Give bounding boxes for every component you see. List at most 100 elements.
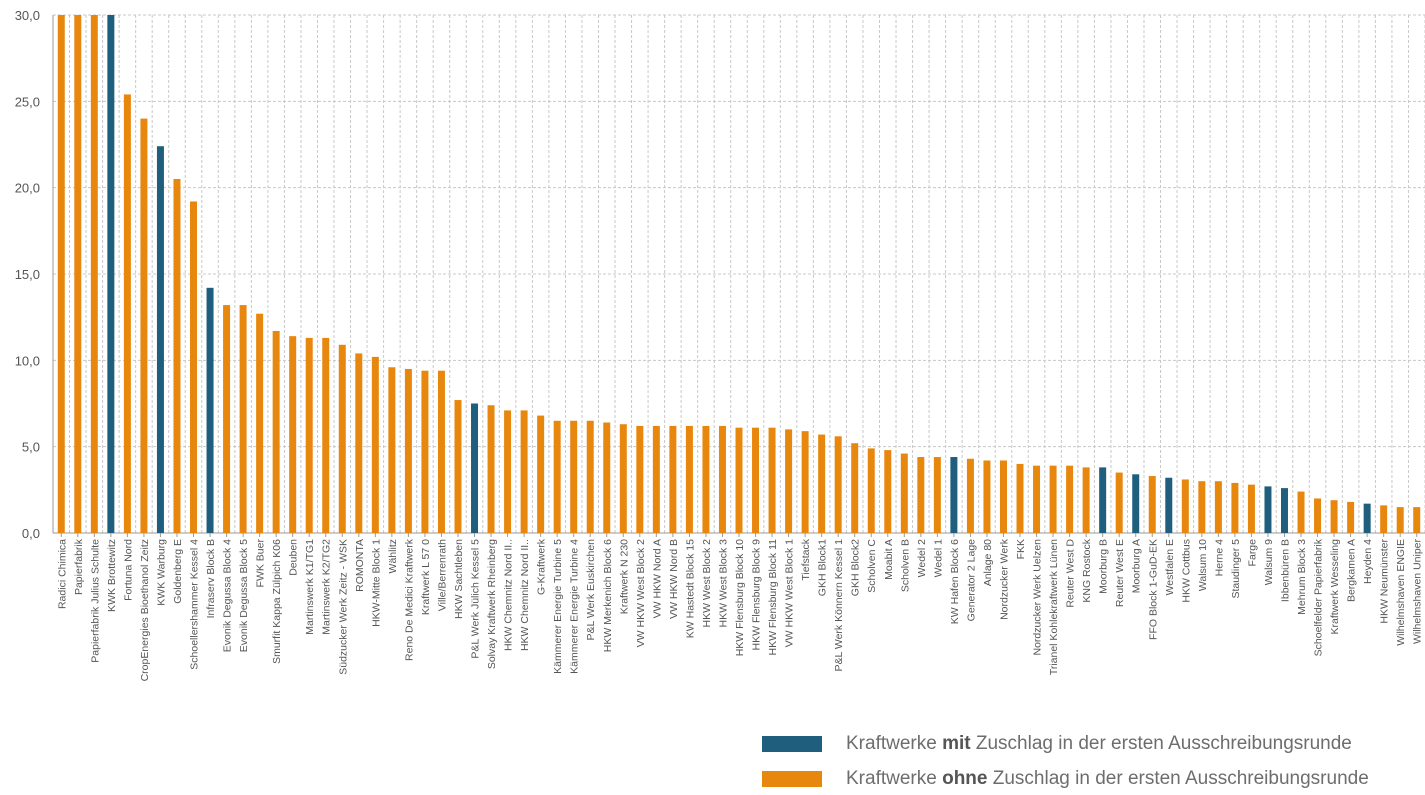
x-tick-label: Tiefstack xyxy=(800,538,812,580)
x-tick-label: Wilhelmshaven ENGIE xyxy=(1395,539,1407,646)
x-tick-label: HKW Flensburg Block 11 xyxy=(767,539,779,656)
bar xyxy=(818,434,826,533)
legend-item-with: Kraftwerke mit Zuschlag in der ersten Au… xyxy=(762,730,1425,760)
bar xyxy=(1066,465,1074,533)
bar xyxy=(603,422,611,533)
bar xyxy=(917,457,925,533)
bar xyxy=(404,368,412,533)
x-tick-label: Anlage 80 xyxy=(982,539,994,586)
bar xyxy=(322,337,330,533)
legend-swatch-with xyxy=(762,736,822,752)
x-tick-label: Smurfit Kappa Zülpich K06 xyxy=(271,539,283,664)
x-tick-label: Bergkamen A xyxy=(1346,539,1358,602)
legend-label-with: Kraftwerke mit Zuschlag in der ersten Au… xyxy=(846,733,1352,754)
y-tick-label: 5,0 xyxy=(22,440,40,455)
bar xyxy=(933,457,941,533)
x-tick-label: Ibbenbüren B xyxy=(1279,539,1291,602)
x-tick-label: Martinswerk K2/TG2 xyxy=(321,539,333,635)
x-tick-label: VW HKW West Block 2 xyxy=(635,539,647,647)
bar xyxy=(388,367,396,533)
x-tick-label: Moorburg B xyxy=(1098,539,1110,594)
x-tick-label: Südzucker Werk Zeitz - WSK xyxy=(337,539,349,675)
bar xyxy=(355,353,363,533)
bar xyxy=(1330,500,1338,533)
x-tick-label: P&L Werk Jülich Kessel 5 xyxy=(470,539,482,659)
x-tick-label: KWK Brottewitz xyxy=(106,539,118,612)
bar xyxy=(851,443,859,533)
bar xyxy=(371,356,379,533)
bar xyxy=(223,305,231,533)
bar xyxy=(586,420,594,533)
x-tick-label: FKK xyxy=(1015,539,1027,559)
legend-item-without: Kraftwerke ohne Zuschlag in der ersten A… xyxy=(762,765,1425,795)
x-tick-label: Generator 2 Lage xyxy=(965,539,977,621)
bar xyxy=(718,425,726,533)
legend-swatch-without xyxy=(762,771,822,787)
bar xyxy=(1132,474,1140,533)
bar xyxy=(437,370,445,533)
bar xyxy=(735,427,743,533)
bar xyxy=(1297,491,1305,533)
x-tick-label: Heyden 4 xyxy=(1362,539,1374,584)
bar xyxy=(1347,501,1355,533)
legend-label-without: Kraftwerke ohne Zuschlag in der ersten A… xyxy=(846,768,1369,789)
x-tick-label: FWK Buer xyxy=(255,539,267,588)
x-tick-label: Schoelfelder Papierfabrik xyxy=(1313,538,1325,656)
x-tick-label: Nordzucker Werk xyxy=(998,538,1010,620)
bar xyxy=(1082,467,1090,533)
x-tick-label: KWK Warburg xyxy=(155,539,167,606)
x-tick-label: Papierfabrik xyxy=(73,538,85,595)
bar xyxy=(1413,507,1421,533)
bar xyxy=(669,425,677,533)
bar xyxy=(950,457,958,533)
x-tick-label: Farge xyxy=(1246,539,1258,567)
x-tick-label: KW Hafen Block 6 xyxy=(949,539,961,624)
x-tick-label: Evonik Degussa Block 4 xyxy=(222,539,234,652)
bar xyxy=(1280,488,1288,533)
bar xyxy=(173,179,181,534)
y-tick-label: 15,0 xyxy=(15,267,40,282)
x-tick-label: CropEnergies Bioethanol Zeitz xyxy=(139,539,151,681)
bar xyxy=(619,424,627,533)
x-tick-label: Walsum 9 xyxy=(1263,539,1275,585)
bar xyxy=(1380,505,1388,533)
bar xyxy=(884,450,892,533)
x-tick-label: Martinswerk K1/TG1 xyxy=(304,539,316,635)
bar xyxy=(1314,498,1322,533)
x-tick-label: Westfalen E xyxy=(1164,539,1176,595)
x-tick-label: HKW-Mitte Block 1 xyxy=(370,539,382,627)
bar xyxy=(206,287,214,533)
x-tick-label: ROMONTA xyxy=(354,539,366,592)
x-tick-label: GKH Block1 xyxy=(817,539,829,596)
bar xyxy=(636,425,644,533)
x-tick-label: Moabit A xyxy=(883,539,895,580)
x-tick-label: HKW Flensburg Block 10 xyxy=(734,539,746,656)
x-tick-label: VW HKW Nord A xyxy=(651,539,663,618)
y-tick-label: 25,0 xyxy=(15,94,40,109)
x-tick-label: Goldenberg E xyxy=(172,539,184,604)
bar xyxy=(1099,467,1107,533)
bar xyxy=(305,337,313,533)
x-tick-label: HKW Flensburg Block 9 xyxy=(751,539,763,651)
bar xyxy=(867,448,875,533)
x-tick-label: Wählitz xyxy=(387,539,399,573)
x-tick-label: VW HKW Nord B xyxy=(668,539,680,619)
bar xyxy=(1264,486,1272,533)
y-tick-label: 30,0 xyxy=(15,8,40,23)
y-tick-label: 20,0 xyxy=(15,181,40,196)
x-tick-label: Herne 4 xyxy=(1213,539,1225,577)
x-tick-label: Wedel 1 xyxy=(932,539,944,577)
x-tick-label: Kraftwerk L 57 0 xyxy=(420,539,432,615)
x-tick-label: HKW West Block 3 xyxy=(717,539,729,628)
bar xyxy=(1049,465,1057,533)
bar xyxy=(1148,476,1156,533)
x-tick-label: Kraftwerk Wesseling xyxy=(1329,539,1341,635)
bar-chart: 0,0 5,0 10,0 15,0 20,0 25,0 30,0 Radici Chimica… xyxy=(15,8,1425,681)
bar xyxy=(785,429,793,533)
bar xyxy=(537,415,545,533)
bar xyxy=(966,458,974,533)
x-tick-label: G-Kraftwerk xyxy=(536,538,548,595)
x-tick-label: P&L Werk Euskirchen xyxy=(585,539,597,641)
x-tick-label: Reuter West E xyxy=(1114,539,1126,607)
x-tick-label: HKW Merkenich Block 6 xyxy=(602,539,614,652)
